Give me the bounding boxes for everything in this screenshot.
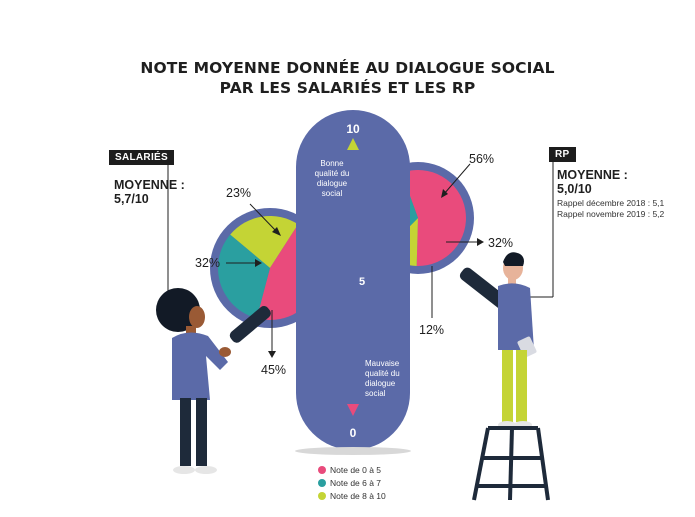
- man-hair: [503, 252, 524, 266]
- gauge-bottom-text-4: social: [365, 389, 386, 398]
- rp-32-arrow-icon: [477, 238, 484, 246]
- gauge-top-value: 10: [346, 122, 360, 136]
- salaries-slice-8-10: [230, 216, 299, 268]
- gauge-arrow-up-icon: [347, 138, 359, 150]
- rp-mean-label: MOYENNE :: [557, 168, 628, 182]
- legend-item: Note de 8 à 10: [318, 489, 386, 502]
- rp-56-leader: [443, 163, 471, 195]
- woman-face: [189, 306, 205, 328]
- gauge-bottom-text-3: dialogue: [365, 379, 396, 388]
- salaries-23-arrow-icon: [272, 227, 281, 236]
- gauge-top-text-1: Bonne: [320, 159, 344, 168]
- rp-mean-value: 5,0/10: [557, 182, 592, 196]
- salaries-slice-6-7: [218, 234, 270, 319]
- woman-hand: [219, 347, 231, 357]
- man-right-leg: [516, 350, 527, 422]
- title-line-1: NOTE MOYENNE DONNÉE AU DIALOGUE SOCIAL: [140, 59, 555, 77]
- gauge-bottom-text-1: Mauvaise: [365, 359, 400, 368]
- salaries-mean-label: MOYENNE :: [114, 178, 185, 192]
- title-line-2: PAR LES SALARIÉS ET LES RP: [219, 79, 476, 97]
- woman-sweater: [172, 332, 228, 400]
- legend: Note de 0 à 5 Note de 6 à 7 Note de 8 à …: [318, 463, 386, 502]
- salaries-label-45: 45%: [261, 363, 287, 377]
- gauge-shadow: [295, 447, 411, 455]
- legend-label: Note de 0 à 5: [330, 464, 382, 475]
- legend-item: Note de 0 à 5: [318, 463, 386, 476]
- legend-label: Note de 8 à 10: [330, 490, 386, 501]
- man-neck: [508, 278, 516, 286]
- rp-56-arrow-icon: [441, 189, 448, 198]
- woman-left-leg: [180, 398, 191, 466]
- gauge-top-text-3: dialogue: [317, 179, 348, 188]
- salaries-label-23: 23%: [226, 186, 252, 200]
- woman-left-shoe: [173, 466, 195, 474]
- rp-tag: RP: [549, 147, 576, 162]
- rp-label-32: 32%: [488, 236, 514, 250]
- legend-swatch-icon: [318, 465, 326, 474]
- ladder: [472, 426, 550, 501]
- legend-label: Note de 6 à 7: [330, 477, 382, 488]
- salaries-mean-value: 5,7/10: [114, 192, 149, 206]
- rp-label-12: 12%: [419, 323, 445, 337]
- gauge-middle-value: 5: [359, 276, 365, 288]
- woman-hair: [156, 288, 200, 332]
- gauge-bottom-text-2: qualité du: [365, 369, 400, 378]
- legend-swatch-icon: [318, 491, 326, 500]
- gauge-top-text-4: social: [322, 189, 343, 198]
- legend-swatch-icon: [318, 478, 326, 487]
- woman-right-shoe: [195, 466, 217, 474]
- legend-item: Note de 6 à 7: [318, 476, 386, 489]
- gauge-arrow-down-icon: [347, 404, 359, 416]
- salaries-23-leader: [249, 203, 278, 233]
- left-magnifier-handle: [229, 306, 271, 343]
- gauge-bottom-value: 0: [350, 426, 357, 440]
- woman-right-leg: [196, 398, 207, 466]
- woman-figure: [156, 288, 271, 474]
- man-shirt: [498, 283, 534, 350]
- salaries-label-32: 32%: [195, 256, 221, 270]
- salaries-45-arrow-icon: [268, 351, 276, 358]
- rp-recall-2019: Rappel novembre 2019 : 5,2: [557, 209, 665, 219]
- salaries-32-arrow-icon: [255, 259, 262, 267]
- rp-label-56: 56%: [469, 152, 495, 166]
- woman-neck: [186, 326, 196, 336]
- man-left-leg: [502, 350, 513, 422]
- man-figure: [459, 252, 537, 429]
- rp-recall-2018: Rappel décembre 2018 : 5,1: [557, 198, 665, 208]
- salaries-tag: SALARIÉS: [109, 150, 174, 165]
- chart-title: NOTE MOYENNE DONNÉE AU DIALOGUE SOCIAL P…: [0, 58, 695, 98]
- gauge-top-text-2: qualité du: [315, 169, 350, 178]
